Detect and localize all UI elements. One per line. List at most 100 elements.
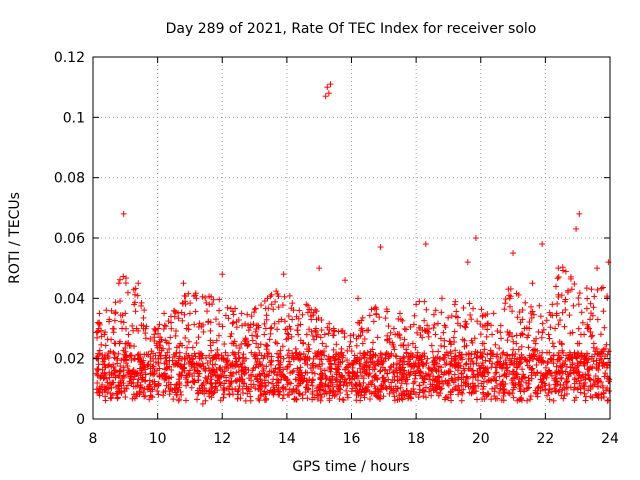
data-point bbox=[202, 374, 209, 381]
data-point bbox=[552, 381, 559, 388]
data-point bbox=[507, 293, 514, 300]
data-point bbox=[222, 349, 229, 356]
data-point bbox=[565, 354, 572, 361]
data-point bbox=[185, 359, 192, 366]
data-point bbox=[239, 322, 246, 329]
data-point bbox=[309, 332, 316, 339]
data-point bbox=[197, 351, 204, 358]
data-point bbox=[379, 382, 386, 389]
data-point bbox=[256, 349, 263, 356]
data-point bbox=[156, 321, 163, 328]
data-point bbox=[374, 334, 381, 341]
data-point bbox=[493, 369, 500, 376]
data-point bbox=[155, 391, 162, 398]
data-point bbox=[537, 387, 544, 394]
data-point bbox=[514, 314, 521, 321]
data-point bbox=[122, 325, 129, 332]
data-point bbox=[324, 84, 331, 91]
data-point bbox=[570, 369, 577, 376]
data-point bbox=[588, 286, 595, 293]
data-point bbox=[99, 389, 106, 396]
data-point bbox=[497, 354, 504, 361]
data-point bbox=[203, 354, 210, 361]
data-point bbox=[261, 298, 268, 305]
data-point bbox=[584, 359, 591, 366]
data-point bbox=[151, 380, 158, 387]
data-point bbox=[556, 362, 563, 369]
data-point bbox=[582, 397, 589, 404]
data-point bbox=[150, 355, 157, 362]
data-point bbox=[236, 383, 243, 390]
data-point bbox=[331, 357, 338, 364]
data-point bbox=[398, 374, 405, 381]
data-point bbox=[577, 358, 584, 365]
data-point bbox=[137, 353, 144, 360]
data-point bbox=[587, 386, 594, 393]
data-point bbox=[575, 301, 582, 308]
data-point bbox=[430, 387, 437, 394]
data-point bbox=[264, 342, 271, 349]
data-point bbox=[309, 376, 316, 383]
data-point bbox=[181, 367, 188, 374]
data-point bbox=[477, 352, 484, 359]
data-point bbox=[357, 392, 364, 399]
data-point bbox=[539, 320, 546, 327]
data-point bbox=[370, 318, 377, 325]
data-point bbox=[438, 309, 445, 316]
data-point bbox=[325, 330, 332, 337]
data-point bbox=[186, 367, 193, 374]
data-point bbox=[322, 93, 329, 100]
data-point bbox=[375, 392, 382, 399]
data-point bbox=[434, 374, 441, 381]
data-point bbox=[181, 292, 188, 299]
y-axis-label: ROTI / TECUs bbox=[7, 192, 23, 284]
data-point bbox=[208, 347, 215, 354]
data-point bbox=[422, 241, 429, 248]
data-point bbox=[552, 325, 559, 332]
data-point bbox=[108, 307, 115, 314]
data-point bbox=[184, 378, 191, 385]
data-point bbox=[387, 364, 394, 371]
data-point bbox=[277, 347, 284, 354]
data-point bbox=[135, 327, 142, 334]
data-point bbox=[488, 396, 495, 403]
data-point bbox=[468, 316, 475, 323]
data-point bbox=[468, 350, 475, 357]
data-point bbox=[496, 345, 503, 352]
data-point bbox=[440, 329, 447, 336]
data-point bbox=[299, 311, 306, 318]
data-point bbox=[141, 364, 148, 371]
data-point bbox=[479, 313, 486, 320]
data-point bbox=[342, 376, 349, 383]
data-point bbox=[171, 313, 178, 320]
data-point bbox=[452, 298, 459, 305]
data-point bbox=[462, 324, 469, 331]
data-point bbox=[326, 364, 333, 371]
data-point bbox=[309, 377, 316, 384]
data-point bbox=[431, 321, 438, 328]
data-point bbox=[516, 376, 523, 383]
data-point bbox=[559, 387, 566, 394]
data-point bbox=[141, 385, 148, 392]
data-point bbox=[567, 364, 574, 371]
data-point bbox=[550, 343, 557, 350]
data-point bbox=[279, 302, 286, 309]
data-point bbox=[312, 327, 319, 334]
data-point bbox=[253, 352, 260, 359]
data-point bbox=[235, 316, 242, 323]
data-point bbox=[257, 341, 264, 348]
data-point bbox=[330, 346, 337, 353]
data-point bbox=[435, 373, 442, 380]
data-point bbox=[447, 341, 454, 348]
data-point bbox=[464, 259, 471, 266]
data-point bbox=[437, 390, 444, 397]
data-point bbox=[419, 387, 426, 394]
data-point bbox=[400, 364, 407, 371]
data-point bbox=[199, 293, 206, 300]
data-point bbox=[483, 333, 490, 340]
data-point bbox=[209, 369, 216, 376]
data-point bbox=[200, 380, 207, 387]
data-point bbox=[473, 360, 480, 367]
data-point bbox=[125, 339, 132, 346]
data-point bbox=[527, 396, 534, 403]
